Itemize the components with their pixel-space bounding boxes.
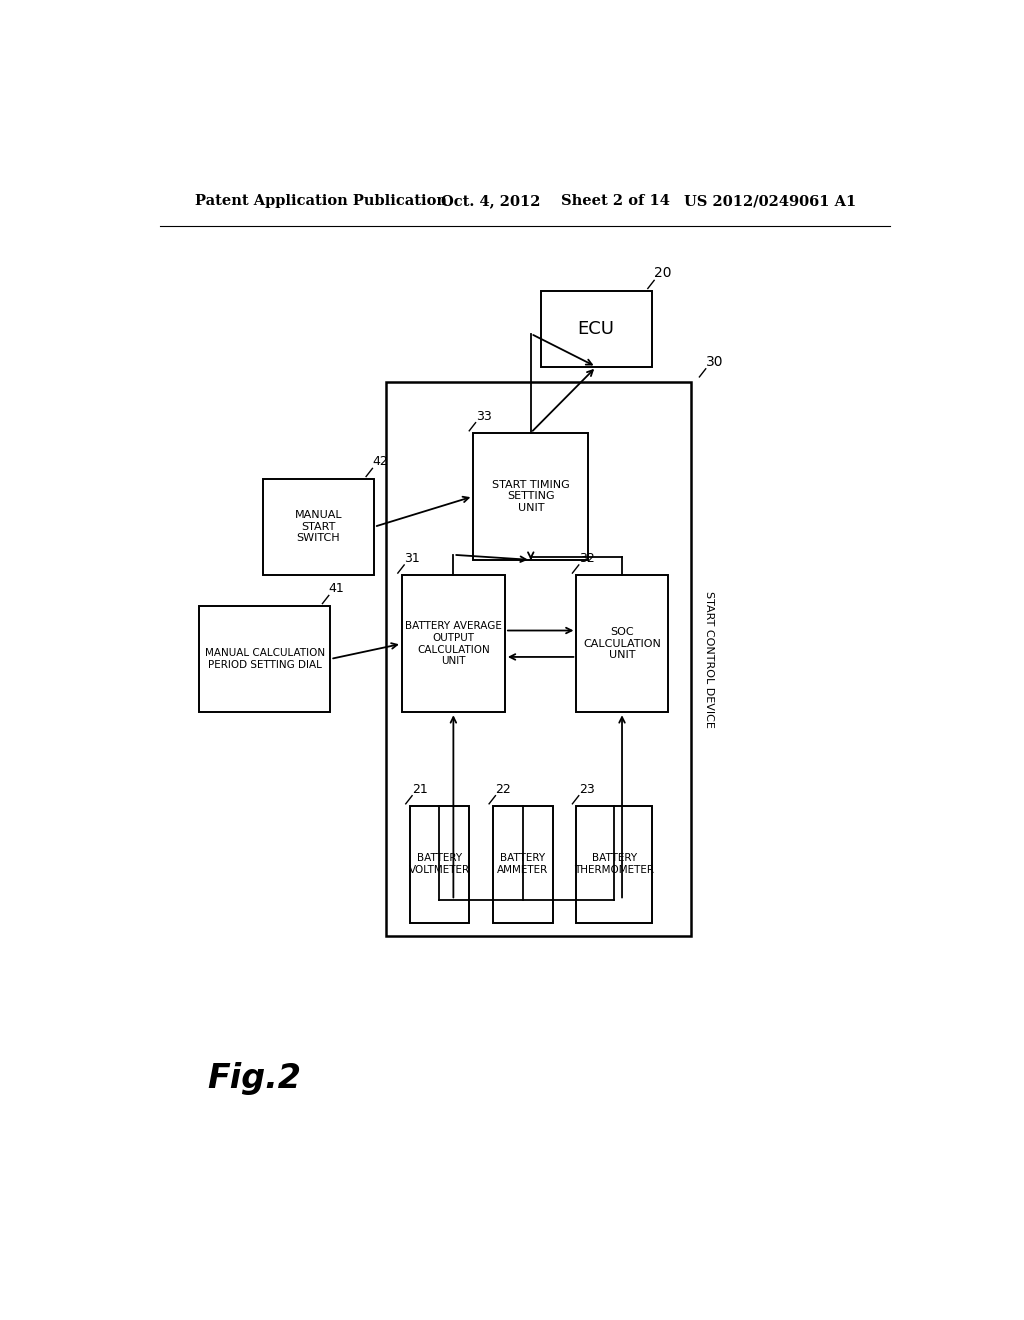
Text: MANUAL CALCULATION
PERIOD SETTING DIAL: MANUAL CALCULATION PERIOD SETTING DIAL xyxy=(205,648,325,669)
Text: 33: 33 xyxy=(475,409,492,422)
Text: US 2012/0249061 A1: US 2012/0249061 A1 xyxy=(684,194,856,209)
Bar xyxy=(577,805,651,923)
Text: MANUAL
START
SWITCH: MANUAL START SWITCH xyxy=(295,511,342,544)
Text: Oct. 4, 2012: Oct. 4, 2012 xyxy=(441,194,541,209)
Bar xyxy=(401,576,505,713)
Text: Patent Application Publication: Patent Application Publication xyxy=(196,194,447,209)
Bar xyxy=(577,576,668,713)
Text: 41: 41 xyxy=(329,582,344,595)
Text: START TIMING
SETTING
UNIT: START TIMING SETTING UNIT xyxy=(492,479,569,513)
Text: START CONTROL DEVICE: START CONTROL DEVICE xyxy=(703,590,714,727)
Text: BATTERY
AMMETER: BATTERY AMMETER xyxy=(498,854,549,875)
Bar xyxy=(200,606,331,713)
Bar xyxy=(386,381,691,936)
Text: BATTERY AVERAGE
OUTPUT
CALCULATION
UNIT: BATTERY AVERAGE OUTPUT CALCULATION UNIT xyxy=(404,622,502,667)
Text: 22: 22 xyxy=(496,783,511,796)
Text: 31: 31 xyxy=(404,552,420,565)
Bar xyxy=(263,479,374,576)
Bar xyxy=(473,433,588,560)
Text: 32: 32 xyxy=(579,552,595,565)
Text: 30: 30 xyxy=(706,355,723,368)
Text: 23: 23 xyxy=(579,783,595,796)
Text: BATTERY
THERMOMETER: BATTERY THERMOMETER xyxy=(574,854,654,875)
Text: Fig.2: Fig.2 xyxy=(207,1061,301,1094)
Text: 20: 20 xyxy=(654,267,672,280)
Bar xyxy=(410,805,469,923)
Text: ECU: ECU xyxy=(578,319,614,338)
Text: 21: 21 xyxy=(412,783,428,796)
Text: SOC
CALCULATION
UNIT: SOC CALCULATION UNIT xyxy=(583,627,660,660)
Bar xyxy=(494,805,553,923)
Text: 42: 42 xyxy=(373,455,388,469)
Text: Sheet 2 of 14: Sheet 2 of 14 xyxy=(560,194,670,209)
Text: BATTERY
VOLTMETER: BATTERY VOLTMETER xyxy=(409,854,470,875)
Bar xyxy=(541,290,652,367)
